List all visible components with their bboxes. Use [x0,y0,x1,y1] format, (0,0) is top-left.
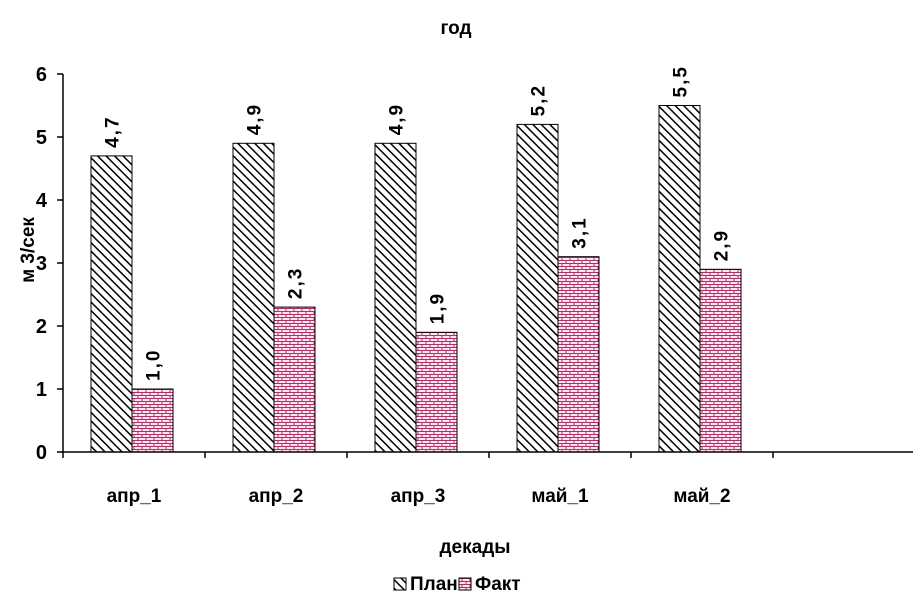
data-label: 4,9 [387,103,408,135]
data-label: 2,9 [712,229,733,261]
bar-plan [516,123,559,453]
plot-area: 4,7 1,0 апр_1 4,9 2,3 апр_2 4,9 1,9 апр_3 5,2 3,1 м… [36,64,913,507]
bar-plan [232,142,275,453]
x-tick-label: апр_2 [249,486,304,507]
chart-title: год [440,18,471,39]
legend: План Факт [393,574,521,595]
bar-fakt [131,388,174,453]
y-tick-label: 0 [36,442,47,464]
y-tick-label: 2 [36,316,47,338]
x-tick-label: май_2 [673,486,730,507]
legend-swatch-fakt [458,577,472,591]
x-tick-label: апр_1 [107,486,162,507]
y-tick-label: 3 [36,253,47,275]
legend-label-plan: План [410,574,458,595]
bar-plan [90,155,133,453]
bar-plan [658,105,701,453]
data-label: 5,5 [671,65,692,97]
data-label: 3,1 [570,216,591,248]
data-label: 4,7 [103,115,124,147]
data-label: 5,2 [529,84,550,116]
bar-fakt [699,268,742,453]
data-label: 1,9 [428,292,449,324]
y-axis-label: м 3/сек [18,217,39,283]
x-tick-label: май_1 [531,486,589,507]
bar-fakt [415,331,458,453]
legend-label-fakt: Факт [475,574,521,595]
x-tick-label: апр_3 [391,486,446,507]
y-tick-label: 6 [36,64,47,86]
bar-fakt [557,256,600,453]
bar-fakt [273,306,316,453]
bar-plan [374,142,417,453]
data-label: 2,3 [286,267,307,299]
y-tick-label: 1 [36,379,47,401]
y-tick-label: 4 [36,190,48,212]
data-label: 4,9 [245,103,266,135]
data-label: 1,0 [144,349,165,381]
y-tick-label: 5 [36,127,47,149]
legend-swatch-plan [393,577,407,591]
x-axis-label: декады [440,537,511,558]
